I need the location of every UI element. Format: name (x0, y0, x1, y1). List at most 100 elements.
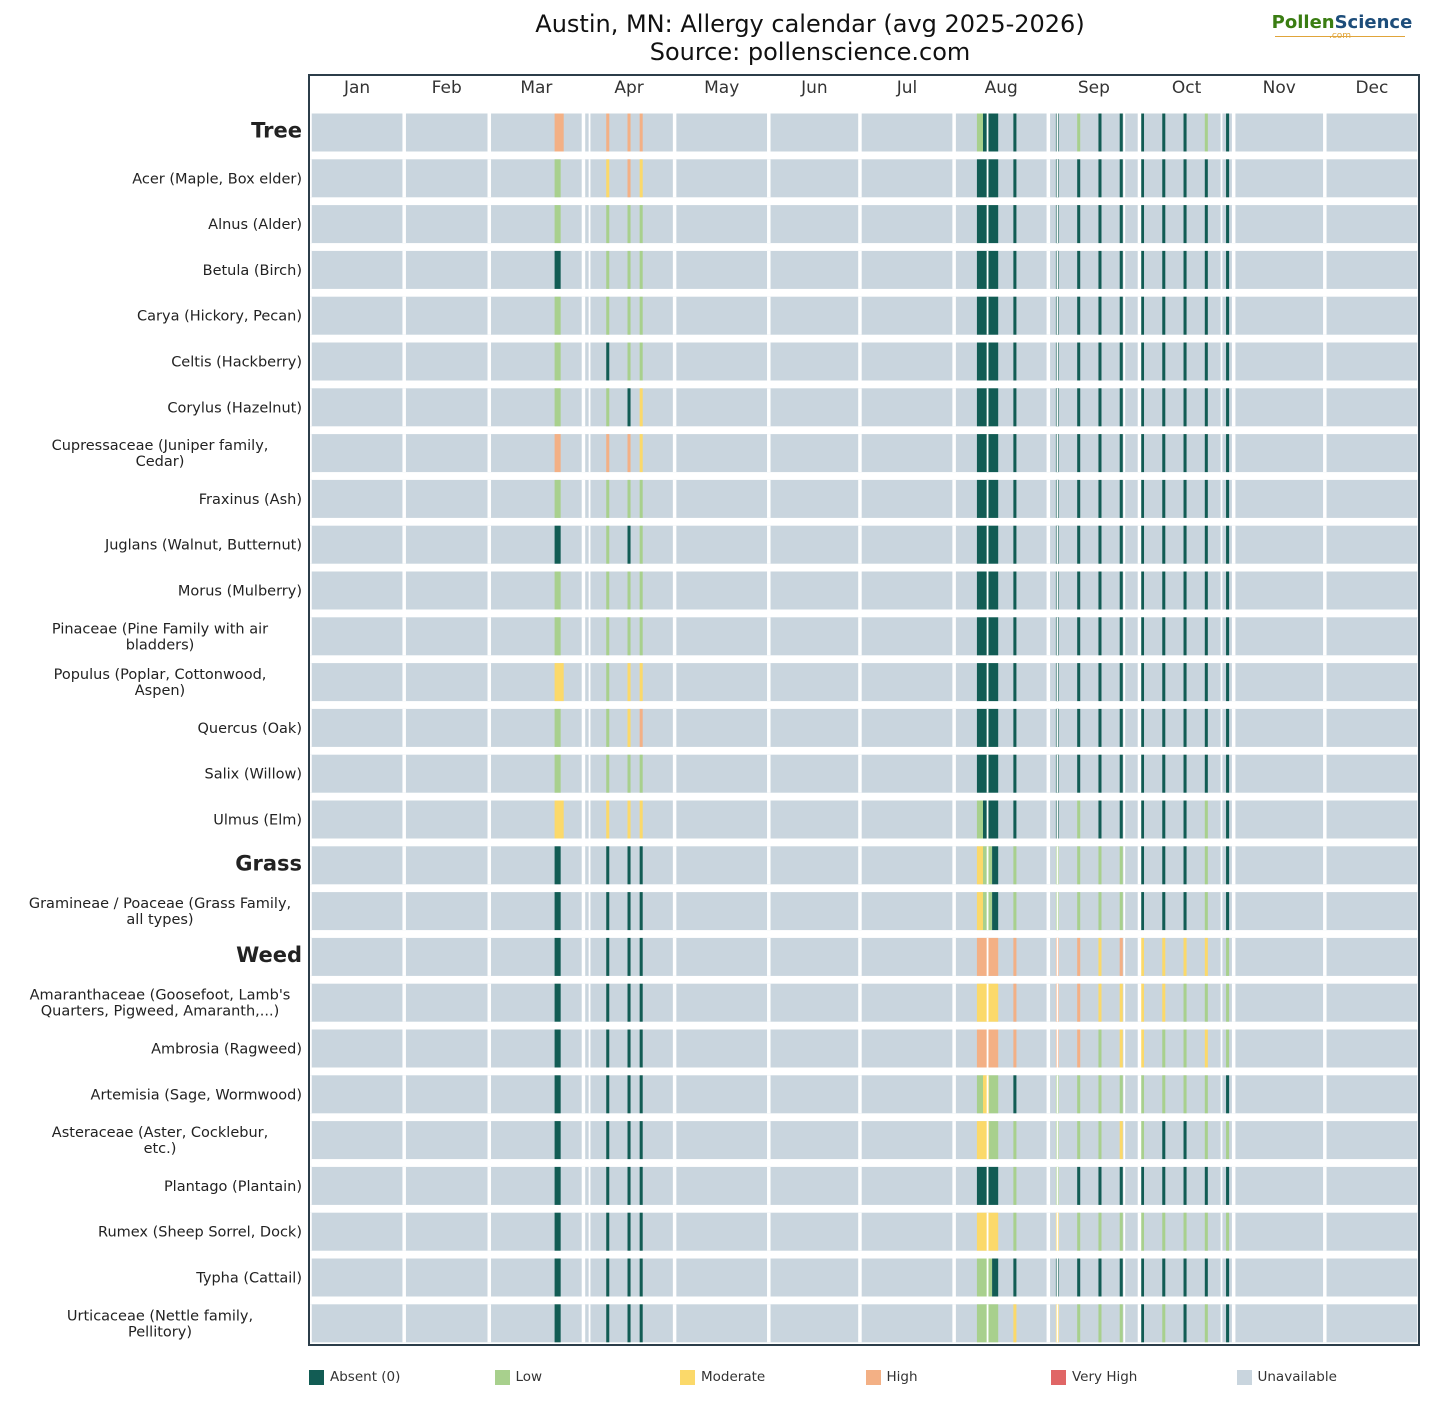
cell-separator (1137, 1166, 1142, 1205)
cell-separator (1220, 800, 1223, 839)
pollen-level-cell (1183, 205, 1187, 244)
pollen-level-cell (1183, 434, 1187, 473)
cell-separator (767, 1121, 771, 1160)
pollen-level-cell (1077, 1166, 1081, 1205)
pollen-level-cell (627, 1166, 631, 1205)
cell-separator (672, 1304, 677, 1343)
calendar-row: Pinaceae (Pine Family with air bladders) (52, 617, 1421, 656)
cell-separator (952, 250, 956, 289)
cell-separator (588, 663, 591, 702)
cell-separator (581, 434, 586, 473)
cell-separator (672, 113, 677, 152)
calendar-row: Ambrosia (Ragweed) (151, 1029, 1421, 1068)
pollen-level-cell (1226, 892, 1230, 931)
cell-separator (1137, 296, 1142, 335)
cell-separator (581, 617, 586, 656)
cell-separator (1323, 1304, 1327, 1343)
cell-separator (858, 754, 862, 793)
pollen-level-cell (1204, 434, 1208, 473)
calendar-row: Juglans (Walnut, Butternut) (104, 525, 1421, 564)
cell-separator (588, 1212, 591, 1251)
cell-separator (588, 846, 591, 885)
pollen-level-cell (1098, 1304, 1102, 1343)
cell-separator (1323, 892, 1327, 931)
cell-separator (1046, 663, 1051, 702)
cell-separator (581, 250, 586, 289)
cell-separator (1056, 250, 1059, 289)
row-background (310, 159, 1419, 198)
pollen-level-cell (1183, 1212, 1187, 1251)
legend-item-high: High (865, 1369, 918, 1385)
cell-separator (1137, 479, 1142, 518)
pollen-level-cell (1162, 525, 1166, 564)
taxon-label: Fraxinus (Ash) (199, 492, 302, 508)
row-background (310, 663, 1419, 702)
pollen-level-cell (1013, 388, 1017, 427)
pollen-level-cell (1077, 708, 1081, 747)
cell-separator (1137, 388, 1142, 427)
cell-separator (581, 983, 586, 1022)
cell-separator (581, 892, 586, 931)
pollen-level-cell (1098, 937, 1102, 976)
pollen-level-cell (1077, 296, 1081, 335)
pollen-level-cell (1013, 434, 1017, 473)
legend-swatch (865, 1369, 881, 1385)
pollen-level-cell (627, 754, 631, 793)
pollen-level-cell (1226, 1166, 1230, 1205)
pollen-level-cell (1098, 1075, 1102, 1114)
taxon-label: Acer (Maple, Box elder) (132, 171, 302, 187)
cell-separator (952, 983, 956, 1022)
pollen-level-cell (1077, 1212, 1081, 1251)
pollen-level-cell (639, 1258, 643, 1297)
pollen-level-cell (1119, 296, 1123, 335)
pollen-level-cell (1119, 342, 1123, 381)
cell-separator (858, 571, 862, 610)
pollen-level-cell (1204, 1258, 1208, 1297)
pollen-level-cell (1140, 205, 1145, 244)
pollen-level-cell (639, 296, 643, 335)
cell-separator (1046, 617, 1051, 656)
legend-swatch (309, 1369, 324, 1385)
pollen-level-cell (1183, 663, 1187, 702)
pollen-level-cell (1013, 846, 1017, 885)
pollen-level-cell (1013, 479, 1017, 518)
cell-separator (1323, 1121, 1327, 1160)
cell-separator (767, 1258, 771, 1297)
legend-label: Moderate (701, 1369, 766, 1385)
pollen-level-cell (1140, 525, 1145, 564)
pollen-level-cell (1013, 1029, 1017, 1068)
taxon-label: Juglans (Walnut, Butternut) (104, 538, 302, 554)
pollen-level-cell (1013, 571, 1017, 610)
cell-separator (1220, 1166, 1223, 1205)
pollen-level-cell (1183, 892, 1187, 931)
cell-separator (581, 846, 586, 885)
pollen-level-cell (1226, 1258, 1230, 1297)
cell-separator (1137, 159, 1142, 198)
cell-separator (1046, 205, 1051, 244)
cell-separator (1137, 846, 1142, 885)
cell-separator (1323, 342, 1327, 381)
pollen-level-cell (1077, 250, 1081, 289)
taxon-label: Morus (Mulberry) (178, 584, 302, 600)
cell-separator (858, 434, 862, 473)
pollen-level-cell (1140, 388, 1145, 427)
pollen-level-cell (1183, 846, 1187, 885)
pollen-level-cell (627, 1121, 631, 1160)
pollen-level-cell (1119, 892, 1123, 931)
row-background (310, 937, 1419, 976)
cell-separator (581, 1075, 586, 1114)
pollen-level-cell (606, 1166, 610, 1205)
cell-separator (1046, 1075, 1051, 1114)
cell-separator (402, 525, 406, 564)
cell-separator (1323, 754, 1327, 793)
pollen-level-cell (1183, 113, 1187, 152)
pollen-level-cell (1183, 754, 1187, 793)
pollen-level-cell (554, 708, 561, 747)
cell-separator (1056, 1029, 1059, 1068)
cell-separator (588, 754, 591, 793)
cell-separator (1123, 479, 1126, 518)
pollen-level-cell (1140, 983, 1145, 1022)
pollen-level-cell (1204, 1075, 1208, 1114)
pollen-level-cell (1183, 800, 1187, 839)
pollen-level-cell (627, 250, 631, 289)
